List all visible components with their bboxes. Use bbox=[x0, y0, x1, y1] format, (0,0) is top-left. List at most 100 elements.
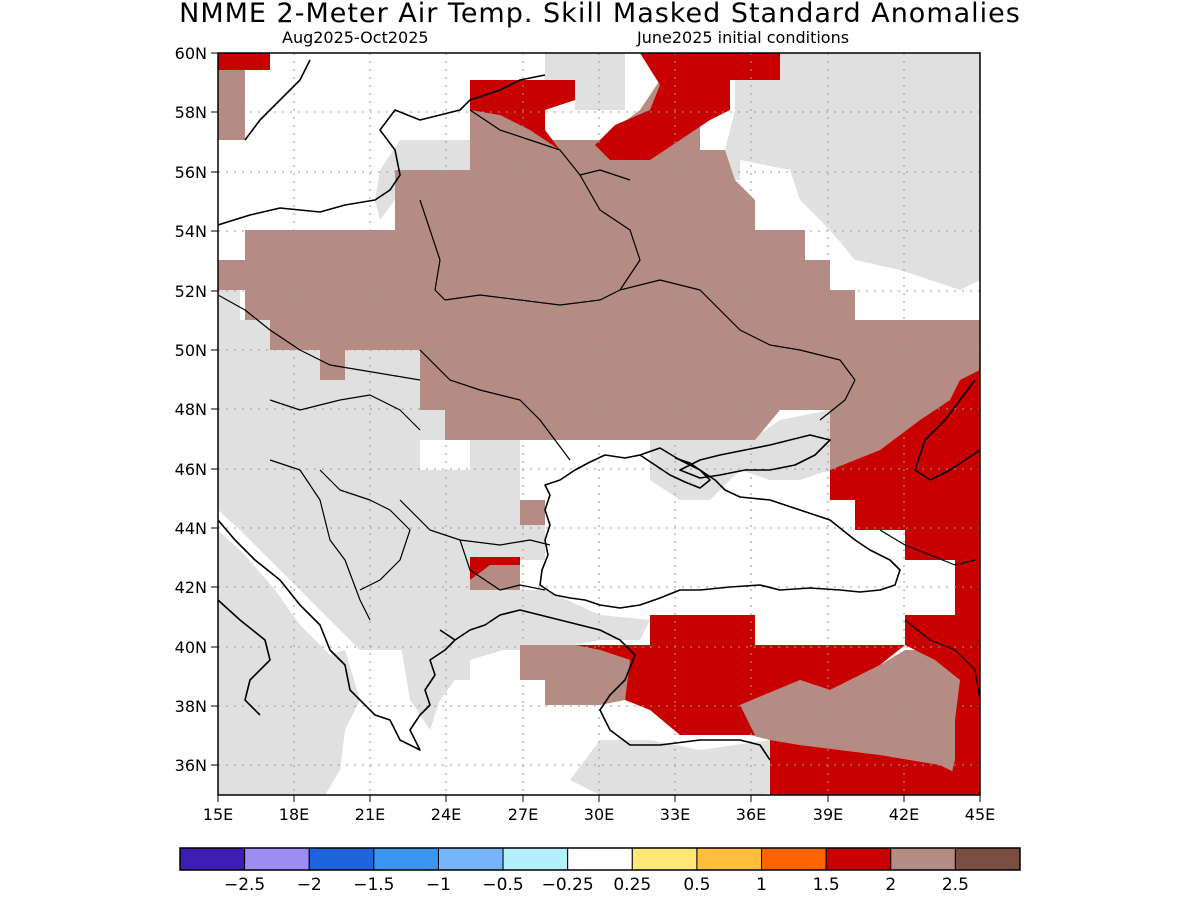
masked-region-crimea bbox=[650, 410, 830, 500]
lat-label-40n: 40N bbox=[175, 638, 207, 657]
red-region-caucasus bbox=[830, 370, 980, 795]
lat-tick-marks bbox=[211, 52, 218, 766]
colorbar-swatch bbox=[631, 847, 698, 871]
colorbar-label: 0.25 bbox=[613, 875, 651, 895]
lat-label-50n: 50N bbox=[175, 341, 207, 360]
red-region-small-bulgaria bbox=[470, 557, 520, 580]
colorbar: −2.5 −2 −1.5 −1 −0.5 −0.25 0.25 0.5 1 1.5 2 2.5 bbox=[179, 847, 1021, 895]
greece-coast bbox=[329, 639, 456, 751]
lat-label-58n: 58N bbox=[175, 103, 207, 122]
masked-region-aegean bbox=[400, 590, 650, 730]
lat-label-56n: 56N bbox=[175, 163, 207, 182]
lon-label-36e: 36E bbox=[736, 805, 766, 824]
colorbar-label: −0.25 bbox=[542, 875, 594, 895]
colorbar-label: −2 bbox=[297, 875, 322, 895]
valid-period-subtitle: Aug2025-Oct2025 bbox=[282, 28, 429, 47]
colorbar-swatch bbox=[502, 847, 569, 871]
map-title: NMME 2-Meter Air Temp. Skill Masked Stan… bbox=[179, 0, 1021, 29]
crimea-coast bbox=[639, 454, 711, 489]
colorbar-label: −1.5 bbox=[353, 875, 394, 895]
lon-label-45e: 45E bbox=[965, 805, 995, 824]
colorbar-swatch bbox=[696, 847, 763, 871]
aegean-coast bbox=[439, 609, 771, 761]
colorbar-swatch bbox=[890, 847, 956, 871]
lat-label-54n: 54N bbox=[175, 222, 207, 241]
border-serbia bbox=[319, 469, 411, 591]
colorbar-label: 2 bbox=[885, 875, 896, 895]
lon-label-42e: 42E bbox=[889, 805, 919, 824]
colorbar-swatch bbox=[179, 847, 246, 871]
masked-region-gulf-of-finland bbox=[545, 53, 625, 110]
border-belarus-ukraine bbox=[444, 289, 621, 306]
colorbar-swatches bbox=[179, 847, 1021, 871]
lat-label-46n: 46N bbox=[175, 460, 207, 479]
red-region-southeast-turkey bbox=[770, 740, 980, 795]
brown-region-romania-coast bbox=[520, 500, 545, 525]
masked-region-adriatic-coast bbox=[218, 530, 360, 795]
adriatic-coast bbox=[218, 519, 331, 651]
colorbar-swatch bbox=[244, 847, 310, 871]
lat-label-44n: 44N bbox=[175, 519, 207, 538]
red-region-norway-tip bbox=[218, 53, 270, 70]
border-russia-ukraine bbox=[619, 279, 856, 421]
lat-label-60n: 60N bbox=[175, 44, 207, 63]
caspian-coast bbox=[914, 379, 980, 481]
lon-label-24e: 24E bbox=[431, 805, 461, 824]
lon-label-15e: 15E bbox=[203, 805, 233, 824]
colorbar-swatch bbox=[437, 847, 504, 871]
colorbar-swatch bbox=[308, 847, 375, 871]
gulf-of-bothnia-coast bbox=[244, 59, 311, 141]
colorbar-swatch bbox=[567, 847, 633, 871]
lat-tick-labels: 36N 38N 40N 42N 44N 46N 48N 50N 52N 54N … bbox=[175, 44, 207, 775]
lat-label-48n: 48N bbox=[175, 400, 207, 419]
red-region-estonia bbox=[470, 80, 575, 150]
border-balkans bbox=[269, 459, 371, 621]
brown-region-west-anatolia bbox=[520, 645, 630, 705]
colorbar-swatch bbox=[825, 847, 892, 871]
colorbar-label: 1 bbox=[756, 875, 767, 895]
brown-region-scandinavia-edge bbox=[218, 53, 245, 140]
anomaly-1.5-to-2-regions bbox=[218, 53, 980, 795]
colorbar-label: −1 bbox=[426, 875, 451, 895]
border-belarus-russia bbox=[579, 174, 641, 291]
lon-label-18e: 18E bbox=[279, 805, 309, 824]
lon-label-27e: 27E bbox=[508, 805, 538, 824]
coastlines bbox=[218, 59, 980, 761]
lon-label-39e: 39E bbox=[813, 805, 843, 824]
border-hungary bbox=[269, 394, 421, 431]
colorbar-swatch bbox=[954, 847, 1021, 871]
colorbar-label: −2.5 bbox=[224, 875, 265, 895]
initial-conditions-subtitle: June2025 initial conditions bbox=[637, 28, 850, 47]
red-region-central-anatolia bbox=[575, 615, 905, 735]
sea-of-azov-coast bbox=[679, 434, 831, 479]
masked-region-west-alps bbox=[218, 260, 545, 680]
colorbar-label: 0.5 bbox=[683, 875, 710, 895]
colorbar-labels: −2.5 −2 −1.5 −1 −0.5 −0.25 0.25 0.5 1 1.5 2 2.5 bbox=[224, 875, 969, 895]
brown-region-east-anatolia bbox=[740, 650, 980, 785]
lon-label-21e: 21E bbox=[355, 805, 385, 824]
lat-label-42n: 42N bbox=[175, 578, 207, 597]
lon-tick-labels: 15E 18E 21E 24E 27E 30E 33E 36E 39E 42E … bbox=[203, 805, 995, 824]
lon-tick-marks bbox=[217, 795, 981, 802]
lat-label-38n: 38N bbox=[175, 697, 207, 716]
black-sea-coast bbox=[539, 447, 901, 609]
border-poland-germany bbox=[218, 294, 421, 381]
lon-label-30e: 30E bbox=[584, 805, 614, 824]
baltic-coast bbox=[218, 74, 546, 226]
anomaly-fields bbox=[218, 53, 980, 795]
border-baltic-states bbox=[469, 109, 631, 181]
red-region-north-russia bbox=[595, 53, 780, 160]
border-turkey-east bbox=[904, 619, 980, 701]
colorbar-swatch bbox=[761, 847, 827, 871]
border-georgia bbox=[879, 529, 976, 566]
border-bulgaria-turkey bbox=[459, 539, 546, 591]
colorbar-label: 1.5 bbox=[813, 875, 840, 895]
colorbar-label: −0.5 bbox=[482, 875, 523, 895]
lon-label-33e: 33E bbox=[660, 805, 690, 824]
italy-coast bbox=[218, 599, 271, 716]
colorbar-swatch bbox=[373, 847, 439, 871]
lat-label-36n: 36N bbox=[175, 756, 207, 775]
country-borders bbox=[218, 109, 980, 701]
border-romania-bulgaria bbox=[399, 499, 551, 546]
